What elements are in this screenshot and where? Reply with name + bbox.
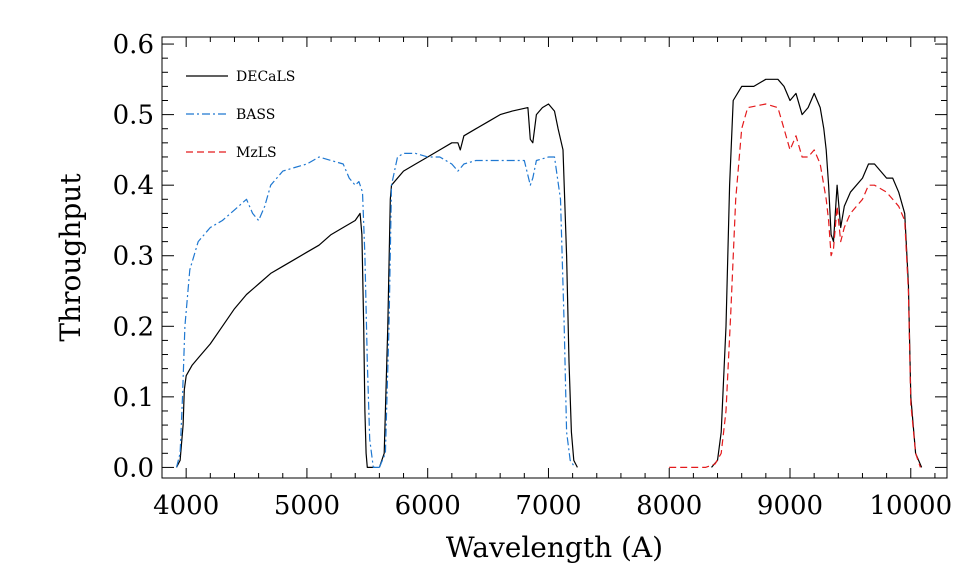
x-tick-label: 10000 [869, 491, 952, 521]
y-tick-label: 0.2 [113, 312, 154, 342]
plot-frame [161, 36, 948, 479]
x-tick-label: 5000 [274, 491, 340, 521]
series-layer [175, 78, 923, 468]
series-line-decals-0 [175, 212, 375, 468]
x-tick-label: 4000 [153, 491, 219, 521]
y-tick-label: 0.0 [113, 453, 154, 483]
series-line-bass-1 [378, 152, 576, 468]
series-line-decals-2 [711, 78, 923, 468]
y-tick-label: 0.3 [113, 242, 154, 272]
legend-label-bass: BASS [236, 107, 275, 123]
x-tick-label: 7000 [515, 491, 581, 521]
y-tick-label: 0.5 [113, 101, 154, 131]
series-line-mzls-0 [669, 103, 921, 468]
series-line-decals-1 [378, 103, 578, 468]
x-tick-label: 6000 [395, 491, 461, 521]
legend-label-mzls: MzLS [236, 145, 277, 161]
y-tick-label: 0.4 [113, 171, 154, 201]
x-axis: 4000 5000 6000 7000 8000 9000 10000 [153, 37, 952, 521]
x-tick-label: 9000 [757, 491, 823, 521]
legend-label-decals: DECaLS [236, 69, 295, 85]
y-tick-label: 0.6 [113, 30, 154, 60]
y-tick-label: 0.1 [113, 383, 154, 413]
series-line-bass-0 [175, 156, 380, 468]
legend: DECaLS BASS MzLS [186, 69, 295, 161]
y-axis: 0.0 0.1 0.2 0.3 0.4 0.5 0.6 [113, 30, 947, 483]
x-axis-title: Wavelength (A) [446, 531, 663, 564]
y-axis-title: Throughput [54, 173, 87, 342]
x-tick-label: 8000 [636, 491, 702, 521]
